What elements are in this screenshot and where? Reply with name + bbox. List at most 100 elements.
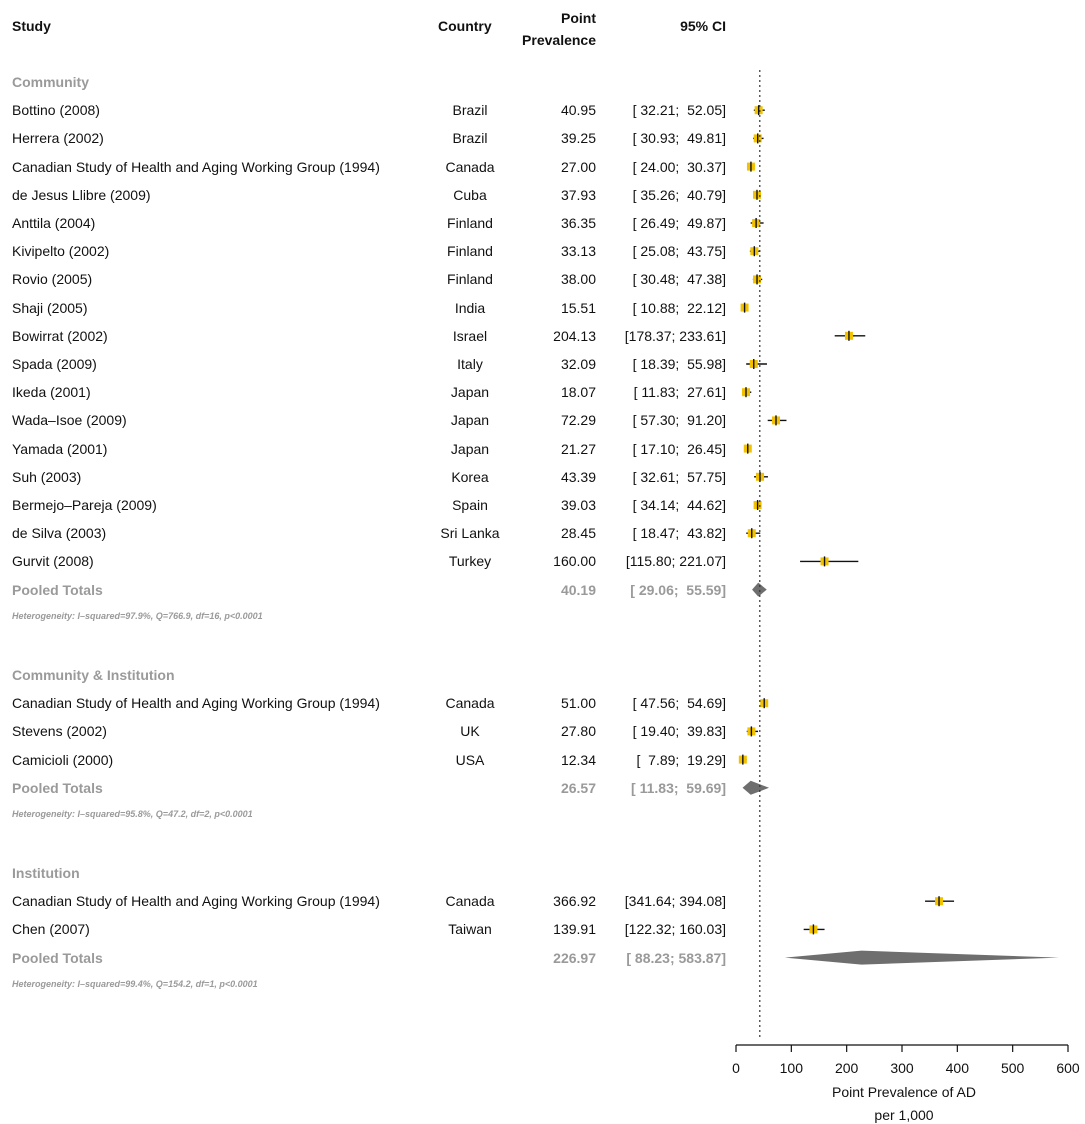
study-ci: [ 10.88; 22.12] — [632, 299, 726, 316]
study-name: Bottino (2008) — [12, 102, 100, 119]
study-name: Shaji (2005) — [12, 299, 88, 316]
table-header-study: Study — [12, 18, 51, 34]
study-ci: [ 24.00; 30.37] — [632, 158, 726, 175]
study-ci: [122.32; 160.03] — [624, 921, 726, 938]
study-prevalence: 27.00 — [560, 158, 596, 175]
study-ci: [178.37; 233.61] — [624, 327, 726, 344]
study-country: Japan — [450, 384, 490, 401]
study-prevalence: 18.07 — [560, 384, 596, 401]
study-country: Italy — [457, 356, 483, 372]
study-country: Canada — [445, 893, 495, 910]
study-ci: [ 34.14; 44.62] — [632, 497, 726, 513]
study-prevalence: 39.25 — [560, 130, 596, 147]
heterogeneity-note: Heterogeneity: I–squared=97.9%, Q=766.9,… — [12, 610, 263, 621]
study-name: Canadian Study of Health and Aging Worki… — [12, 893, 380, 910]
pooled-ci: [ 11.83; 59.69] — [631, 779, 726, 796]
study-ci: [ 30.48; 47.38] — [632, 271, 726, 288]
study-name: Chen (2007) — [12, 921, 90, 938]
study-country: Taiwan — [448, 921, 492, 938]
pooled-diamond — [742, 780, 770, 795]
x-tick-label: 100 — [780, 1060, 804, 1076]
study-prevalence: 32.09 — [560, 356, 596, 372]
study-name: Yamada (2001) — [12, 440, 108, 457]
study-ci: [ 57.30; 91.20] — [632, 412, 726, 429]
x-tick-label: 0 — [732, 1060, 740, 1076]
study-country: USA — [455, 751, 485, 768]
table-header-prevalence: Point Prevalence — [508, 7, 596, 51]
x-tick-label: 400 — [946, 1060, 970, 1076]
study-prevalence: 12.34 — [560, 751, 596, 768]
study-name: Stevens (2002) — [12, 723, 107, 740]
group-title: Community & Institution — [12, 667, 175, 683]
group-title: Community — [12, 74, 89, 90]
study-ci: [ 7.89; 19.29] — [636, 751, 726, 768]
study-ci: [ 18.39; 55.98] — [632, 356, 726, 372]
study-prevalence: 39.03 — [560, 497, 596, 513]
prevalence-header-line2: Prevalence — [522, 32, 596, 48]
study-ci: [ 19.40; 39.83] — [632, 723, 726, 740]
study-name: Bowirrat (2002) — [12, 327, 108, 344]
pooled-diamond — [752, 582, 767, 597]
study-prevalence: 28.45 — [560, 525, 596, 542]
study-ci: [ 26.49; 49.87] — [632, 215, 726, 231]
study-name: Canadian Study of Health and Aging Worki… — [12, 695, 380, 712]
study-ci: [ 25.08; 43.75] — [632, 243, 726, 260]
study-ci: [ 30.93; 49.81] — [632, 130, 726, 147]
study-prevalence: 33.13 — [560, 243, 596, 260]
x-tick-label: 200 — [835, 1060, 859, 1076]
study-ci: [ 18.47; 43.82] — [632, 525, 726, 542]
heterogeneity-note: Heterogeneity: I–squared=95.8%, Q=47.2, … — [12, 808, 253, 819]
study-name: Camicioli (2000) — [12, 751, 114, 768]
study-ci: [341.64; 394.08] — [624, 893, 726, 910]
study-prevalence: 37.93 — [560, 186, 596, 203]
study-prevalence: 43.39 — [560, 468, 596, 485]
x-axis-label: Point Prevalence of AD — [832, 1084, 976, 1100]
study-name: Spada (2009) — [12, 356, 97, 372]
study-prevalence: 15.51 — [560, 299, 596, 316]
study-name: Bermejo–Pareja (2009) — [12, 497, 157, 513]
study-country: Finland — [447, 215, 493, 231]
study-prevalence: 160.00 — [553, 553, 596, 570]
study-name: Canadian Study of Health and Aging Worki… — [12, 158, 380, 175]
study-country: Japan — [450, 440, 490, 457]
pooled-label: Pooled Totals — [12, 779, 103, 796]
study-prevalence: 38.00 — [560, 271, 596, 288]
study-name: Ikeda (2001) — [12, 384, 91, 401]
prevalence-header-line1: Point — [561, 10, 596, 26]
study-name: de Jesus Llibre (2009) — [12, 186, 151, 203]
study-country: Israel — [452, 327, 488, 344]
study-country: Brazil — [452, 130, 488, 147]
heterogeneity-note: Heterogeneity: I–squared=99.4%, Q=154.2,… — [12, 978, 258, 989]
pooled-ci: [ 29.06; 55.59] — [630, 581, 726, 598]
study-country: Finland — [447, 271, 493, 288]
study-name: Suh (2003) — [12, 468, 82, 485]
study-country: India — [454, 299, 486, 316]
study-country: Japan — [450, 412, 490, 429]
study-prevalence: 40.95 — [560, 102, 596, 119]
study-country: Sri Lanka — [440, 525, 500, 542]
study-name: Herrera (2002) — [12, 130, 104, 147]
study-prevalence: 204.13 — [553, 327, 596, 344]
study-name: Anttila (2004) — [12, 215, 96, 231]
table-header-ci: 95% CI — [680, 18, 726, 34]
study-country: Canada — [445, 158, 495, 175]
study-country: Korea — [451, 468, 489, 485]
study-name: Rovio (2005) — [12, 271, 93, 288]
pooled-label: Pooled Totals — [12, 581, 103, 598]
study-ci: [ 17.10; 26.45] — [632, 440, 726, 457]
study-ci: [ 32.61; 57.75] — [632, 468, 726, 485]
study-country: Cuba — [453, 186, 487, 203]
study-prevalence: 27.80 — [560, 723, 596, 740]
study-country: Brazil — [452, 102, 488, 119]
study-prevalence: 36.35 — [560, 215, 596, 231]
study-name: de Silva (2003) — [12, 525, 107, 542]
x-tick-label: 300 — [890, 1060, 914, 1076]
study-ci: [ 47.56; 54.69] — [632, 695, 726, 712]
study-prevalence: 366.92 — [553, 893, 596, 910]
study-country: Turkey — [448, 553, 492, 570]
study-country: Finland — [447, 243, 493, 260]
study-prevalence: 72.29 — [560, 412, 596, 429]
study-ci: [115.80; 221.07] — [625, 553, 726, 570]
pooled-prevalence: 26.57 — [560, 779, 596, 796]
pooled-diamond — [784, 950, 1060, 965]
